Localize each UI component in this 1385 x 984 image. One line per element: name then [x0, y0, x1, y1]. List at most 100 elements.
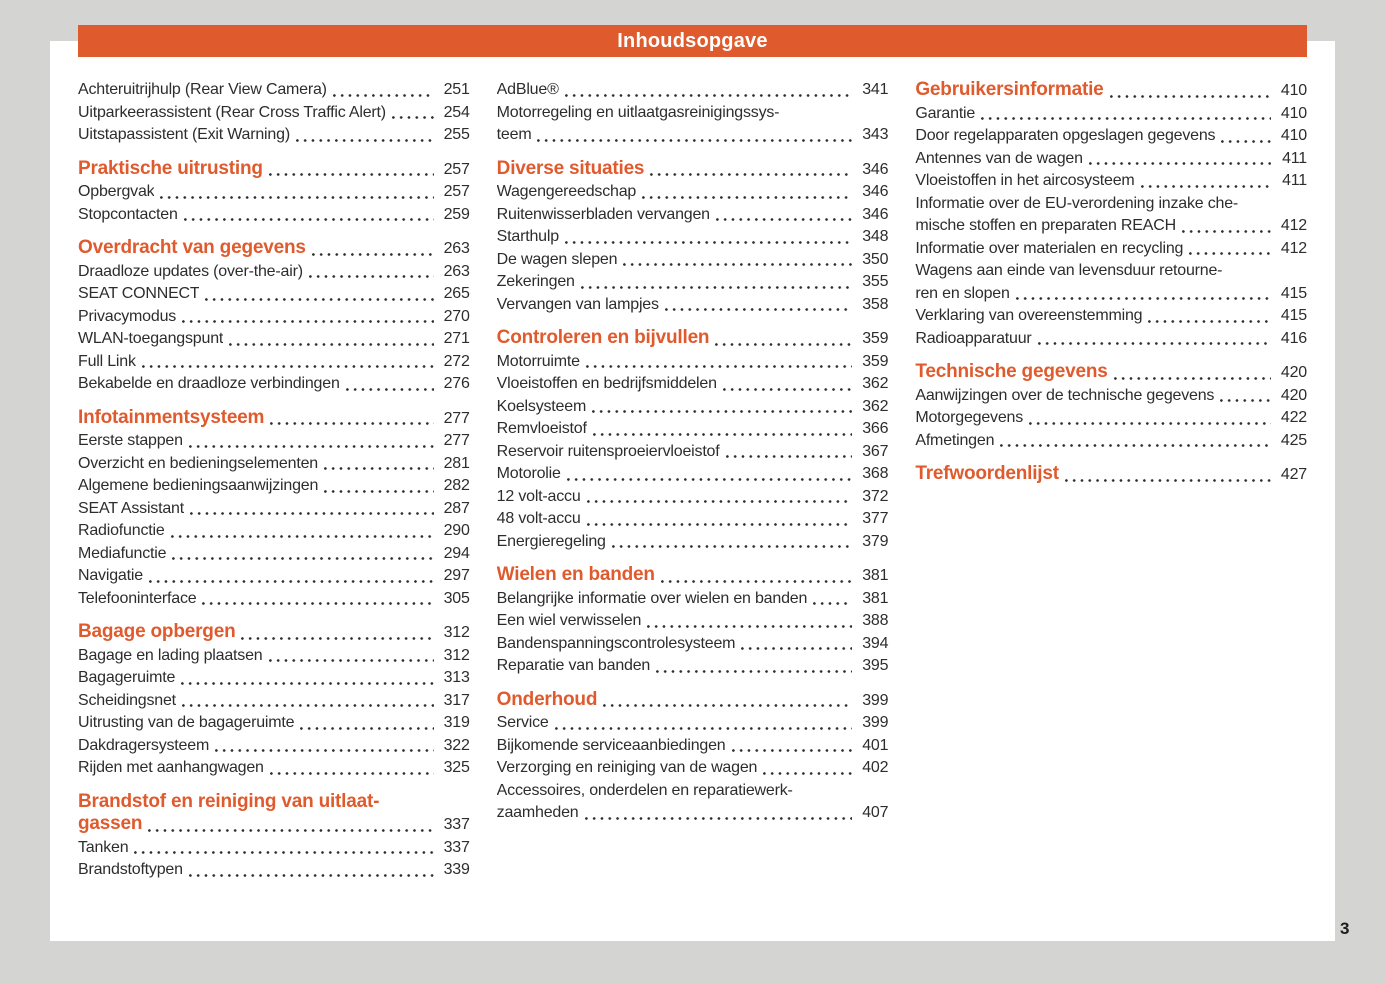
toc-heading-label: Wielen en banden [496, 564, 655, 585]
toc-page-ref: 312 [443, 646, 470, 664]
toc-page-ref: 317 [443, 691, 470, 709]
toc-entry-label: Door regelapparaten opgeslagen gegevens [915, 127, 1216, 144]
toc-entry-label: Motorruimte [496, 352, 580, 370]
dot-leader [172, 557, 434, 560]
toc-page-ref: 257 [443, 160, 470, 178]
toc-entry-label: Uitstapassistent (Exit Warning) [78, 126, 290, 143]
toc-entry-label: Tanken [78, 838, 129, 856]
toc-entry-row: 48 volt-accu 377 [497, 508, 889, 531]
toc-entry-label: Accessoires, onderdelen en reparatiewerk… [496, 781, 793, 799]
toc-page-ref: 270 [443, 307, 470, 325]
toc-column-2: AdBlue® 341 Motorregeling en uitlaatgasrei… [497, 79, 889, 882]
toc-heading-row: Brandstof en reiniging van uitlaat- [78, 791, 470, 814]
toc-page-ref: 420 [1280, 386, 1308, 404]
toc-entry-row: Eerste stappen 277 [78, 430, 470, 453]
toc-page-ref: 355 [862, 273, 889, 290]
toc-entry-row: Accessoires, onderdelen en reparatiewerk… [497, 780, 889, 803]
toc-page-ref: 368 [862, 465, 889, 482]
dot-leader [1109, 94, 1272, 98]
toc-page-ref: 411 [1282, 149, 1308, 167]
toc-entry-label: Bandenspanningscontrolesysteem [496, 634, 736, 652]
toc-page-ref: 411 [1282, 172, 1308, 189]
dot-leader [1148, 319, 1272, 323]
toc-entry-row: Uitrusting van de bagageruimte 319 [78, 712, 470, 735]
toc-entry-label: 48 volt-accu [496, 510, 581, 527]
toc-entry-row: Vloeistoffen en bedrijfsmiddelen 362 [497, 373, 889, 396]
dot-leader [592, 432, 853, 436]
toc-section: Brandstof en reiniging van uitlaat-gasse… [78, 791, 470, 882]
toc-heading-label: Overdracht van gegevens [78, 237, 306, 258]
toc-entry-row: Stopcontacten 259 [78, 204, 470, 227]
toc-page-ref: 337 [443, 816, 470, 833]
toc-entry-label: ren en slopen [915, 284, 1010, 302]
toc-entry-row: Motorolie 368 [497, 463, 889, 486]
toc-page-ref: 263 [443, 262, 470, 280]
toc-page-ref: 410 [1280, 82, 1308, 99]
dot-leader [391, 116, 434, 119]
toc-entry-label: Service [496, 714, 549, 731]
toc-heading-label: Controleren en bijvullen [496, 327, 710, 348]
dot-leader [741, 647, 853, 650]
toc-entry-label: Radioapparatuur [915, 329, 1032, 347]
toc-heading-row: Infotainmentsysteem 277 [78, 407, 470, 431]
dot-leader [725, 455, 853, 458]
toc-entry-row: AdBlue® 341 [497, 79, 889, 102]
toc-entry-label: Belangrijke informatie over wielen en ba… [496, 589, 808, 607]
toc-entry-label: Overzicht en bedieningselementen [78, 454, 318, 472]
toc-entry-label: Verzorging en reiniging van de wagen [496, 759, 758, 776]
dot-leader [1037, 342, 1272, 345]
toc-page-ref: 325 [443, 759, 470, 776]
toc-entry-row: 12 volt-accu 372 [497, 486, 889, 509]
toc-entry-row: mische stoffen en preparaten REACH 412 [915, 215, 1307, 238]
toc-page-ref: 416 [1280, 329, 1308, 347]
toc-page-ref: 410 [1280, 127, 1308, 144]
toc-entry-row: Remvloeistof 366 [497, 418, 889, 441]
toc-entry-label: Opbergvak [78, 183, 155, 200]
toc-page-ref: 377 [862, 510, 889, 527]
toc-entry-label: Mediafunctie [78, 544, 167, 562]
dot-leader [134, 851, 434, 854]
dot-leader [1189, 252, 1272, 255]
dot-leader [564, 93, 853, 97]
toc-page-ref: 272 [443, 352, 470, 370]
toc-entry-row: Verklaring van overeenstemming 415 [915, 305, 1307, 328]
toc-heading-label: Trefwoordenlijst [915, 463, 1059, 484]
toc-page-ref: 255 [443, 126, 470, 143]
toc-entry-row: Vervangen van lampjes 358 [497, 294, 889, 317]
toc-entry-label: Bijkomende serviceaanbiedingen [496, 736, 726, 754]
toc-entry-label: Informatie over materialen en recycling [915, 239, 1184, 257]
toc-entry-row: Opbergvak 257 [78, 181, 470, 204]
toc-page-ref: 257 [443, 183, 470, 200]
toc-entry-label: Motorolie [496, 465, 561, 482]
toc-entry-label: Zekeringen [496, 273, 575, 290]
dot-leader [181, 704, 434, 707]
dot-leader [660, 579, 853, 583]
dot-leader [722, 387, 853, 391]
toc-entry-row: Motorgegevens 422 [915, 407, 1307, 430]
toc-entry-row: Brandstoftypen 339 [78, 859, 470, 882]
toc-entry-row: Telefooninterface 305 [78, 588, 470, 611]
toc-entry-row: Algemene bedieningsaanwijzingen 282 [78, 475, 470, 498]
toc-entry-label: Starthulp [496, 228, 559, 245]
toc-entry-row: Wagengereedschap 346 [497, 181, 889, 204]
dot-leader [148, 579, 434, 583]
toc-entry-row: zaamheden 407 [497, 802, 889, 825]
toc-page-ref: 410 [1280, 104, 1308, 122]
toc-entry-row: Scheidingsnet 317 [78, 690, 470, 713]
toc-entry-row: Belangrijke informatie over wielen en ba… [497, 588, 889, 611]
dot-leader [592, 410, 853, 413]
dot-leader [647, 624, 853, 628]
toc-entry-row: Koelsysteem 362 [497, 396, 889, 419]
toc-heading-row: Overdracht van gegevens 263 [78, 237, 470, 261]
toc-page-ref: 425 [1280, 431, 1308, 449]
dot-leader [1220, 399, 1272, 402]
toc-page-ref: 251 [443, 81, 470, 98]
dot-leader [190, 512, 434, 515]
toc-entry-row: Full Link 272 [78, 351, 470, 374]
toc-page-ref: 265 [443, 285, 470, 302]
dot-leader [586, 522, 853, 526]
dot-leader [585, 365, 853, 368]
toc-page-ref: 312 [443, 624, 470, 641]
toc-entry-row: Radioapparatuur 416 [915, 328, 1307, 351]
dot-leader [311, 252, 434, 256]
